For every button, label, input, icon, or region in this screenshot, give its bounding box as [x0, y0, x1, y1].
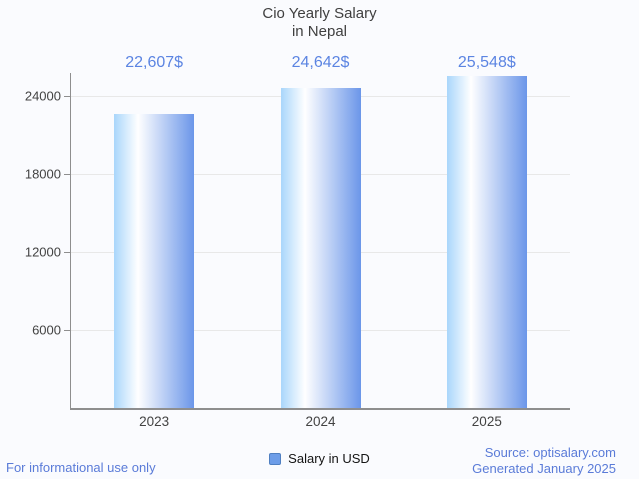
y-axis-tick	[64, 96, 70, 97]
y-axis-tick-label: 12000	[24, 244, 61, 260]
bar-value-label: 24,642$	[291, 54, 350, 71]
bar-2024	[280, 87, 361, 408]
bar-2025	[446, 75, 527, 408]
y-axis-tick-label: 24000	[24, 88, 61, 104]
y-axis-tick-label: 18000	[24, 166, 61, 182]
x-axis-tick-label: 2025	[471, 414, 502, 429]
source-block: Source: optisalary.com Generated January…	[472, 445, 616, 477]
disclaimer-text: For informational use only	[6, 460, 156, 475]
legend-marker-icon[interactable]	[269, 452, 282, 465]
chart-title-line2: in Nepal	[291, 23, 348, 40]
bar-value-label: 22,607$	[125, 54, 184, 71]
chart-title: Cio Yearly Salary in Nepal	[0, 5, 639, 41]
y-axis-tick	[64, 174, 70, 175]
bar-2023	[114, 114, 195, 408]
x-axis-tick-label: 2023	[139, 414, 170, 429]
x-axis-tick-label: 2024	[305, 414, 336, 429]
generated-text: Generated January 2025	[472, 461, 616, 476]
y-axis-tick-label: 6000	[32, 322, 61, 338]
bar-value-label: 25,548$	[457, 54, 516, 71]
legend-label[interactable]: Salary in USD	[288, 451, 370, 466]
source-text: Source: optisalary.com	[484, 445, 616, 460]
y-axis-tick	[64, 330, 70, 331]
y-axis-tick	[64, 252, 70, 253]
legend: Salary in USD	[0, 451, 639, 466]
chart-title-line1: Cio Yearly Salary	[262, 5, 377, 22]
plot-area: 6000 12000 18000 24000 22,607$ 2023 24,642$ 202…	[25, 54, 570, 429]
